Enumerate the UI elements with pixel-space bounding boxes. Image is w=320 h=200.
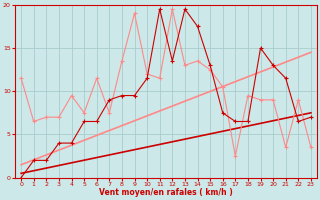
X-axis label: Vent moyen/en rafales ( km/h ): Vent moyen/en rafales ( km/h ) [99, 188, 233, 197]
